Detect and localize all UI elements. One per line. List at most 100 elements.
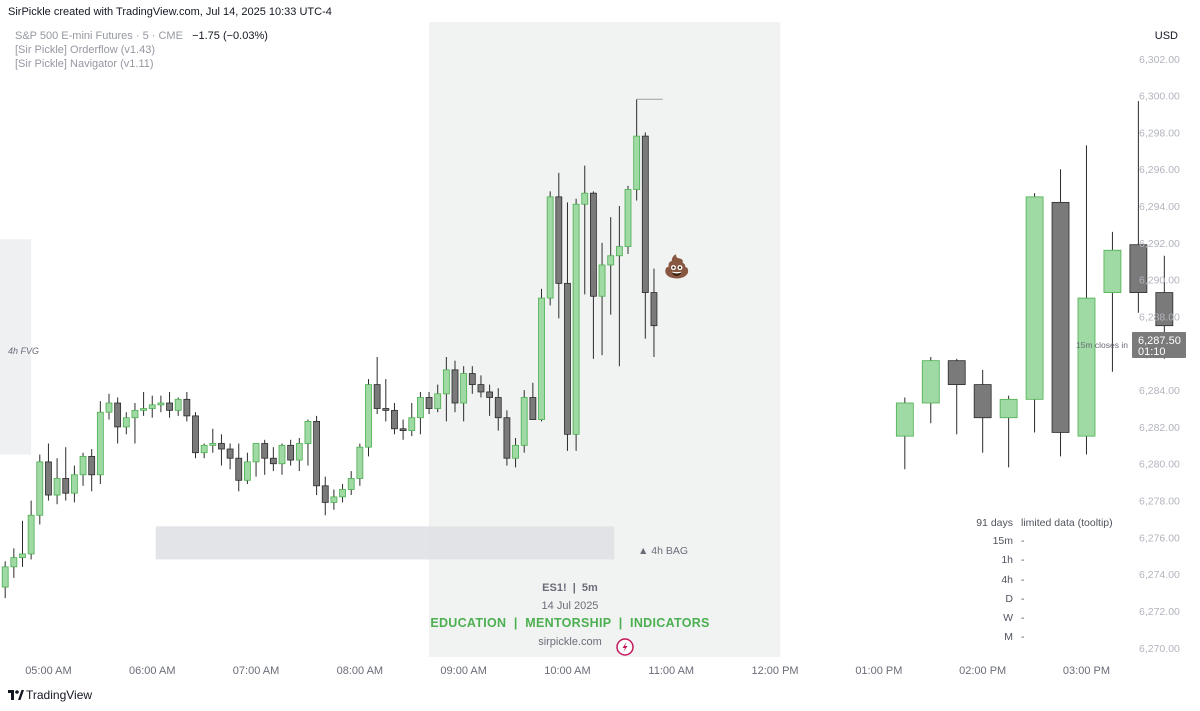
session-highlight [429,22,781,657]
five-minute-candle[interactable] [174,397,182,416]
five-minute-candle[interactable] [607,217,615,315]
five-minute-candle[interactable] [218,434,225,466]
five-minute-candle[interactable] [460,366,468,422]
five-minute-candle[interactable] [572,198,580,451]
five-minute-candle[interactable] [70,465,78,503]
five-minute-candle[interactable] [399,419,407,440]
fifteen-minute-candle[interactable] [895,397,914,470]
five-minute-candle[interactable] [235,443,243,492]
five-minute-candle[interactable] [564,202,571,451]
fifteen-minute-candle[interactable] [1103,231,1122,372]
five-minute-candle[interactable] [330,489,338,510]
five-minute-candle[interactable] [53,458,61,505]
legend-indicator-navigator[interactable]: [Sir Pickle] Navigator (v1.11) [15,58,154,70]
legend-symbol[interactable]: S&P 500 E-mini Futures · 5 · CME −1.75 (… [15,30,268,42]
fifteen-minute-candle[interactable] [1025,193,1044,433]
five-minute-candle[interactable] [321,476,329,516]
five-minute-candle[interactable] [356,443,364,486]
five-minute-candle[interactable] [209,428,217,453]
five-minute-candle[interactable] [252,443,260,477]
five-minute-candle[interactable] [62,447,70,501]
five-minute-candle[interactable] [45,443,52,501]
five-minute-candle[interactable] [391,403,398,435]
five-minute-candle[interactable] [192,412,199,459]
five-minute-candle[interactable] [200,443,208,459]
five-minute-candle[interactable] [347,471,355,496]
five-minute-candle[interactable] [105,393,113,420]
five-minute-candle[interactable] [19,520,26,567]
five-minute-candle[interactable] [538,288,545,422]
five-minute-candle[interactable] [529,382,537,420]
five-minute-candle[interactable] [451,360,459,413]
five-minute-candle[interactable] [503,410,511,466]
x-tick-label: 07:00 AM [233,665,279,677]
five-minute-candle[interactable] [546,191,554,306]
legend-indicator-orderflow[interactable]: [Sir Pickle] Orderflow (v1.43) [15,44,155,56]
five-minute-candle[interactable] [650,268,658,357]
five-minute-candle[interactable] [96,401,104,484]
fifteen-minute-candle[interactable] [1129,101,1148,313]
five-minute-candle[interactable] [261,439,269,475]
five-minute-candle[interactable] [555,172,563,319]
five-minute-candle[interactable] [581,165,589,295]
five-minute-candle[interactable] [494,388,502,431]
candle-body [391,409,398,430]
five-minute-candle[interactable] [131,403,139,444]
five-minute-candle[interactable] [278,443,286,475]
five-minute-candle[interactable] [1,561,9,599]
five-minute-candle[interactable] [486,384,494,416]
five-minute-candle[interactable] [408,403,416,437]
five-minute-candle[interactable] [140,391,147,416]
five-minute-candle[interactable] [27,500,35,560]
five-minute-candle[interactable] [373,356,381,415]
five-minute-candle[interactable] [114,397,122,444]
fifteen-minute-candle[interactable] [999,395,1018,468]
five-minute-candle[interactable] [313,415,321,496]
fifteen-minute-candle[interactable] [973,369,992,453]
five-minute-candle[interactable] [365,379,372,457]
five-minute-candle[interactable] [122,412,130,435]
five-minute-candle[interactable] [468,366,476,394]
five-minute-candle[interactable] [88,449,96,492]
five-minute-candle[interactable] [434,384,442,413]
five-minute-candle[interactable] [425,391,433,415]
five-minute-candle[interactable] [520,390,528,453]
five-minute-candle[interactable] [590,191,597,359]
five-minute-candle[interactable] [295,437,303,472]
five-minute-candle[interactable] [512,437,519,468]
five-minute-candle[interactable] [339,483,346,503]
watermark-date: 14 Jul 2025 [542,600,599,612]
five-minute-candle[interactable] [10,548,18,578]
five-minute-candle[interactable] [382,379,390,422]
five-minute-candle[interactable] [442,356,450,422]
five-minute-candle[interactable] [226,443,234,470]
five-minute-candle[interactable] [166,391,173,418]
five-minute-candle[interactable] [304,419,312,466]
candle-body [538,297,545,420]
five-minute-candle[interactable] [598,242,606,356]
fifteen-minute-candle[interactable] [1077,145,1096,455]
five-minute-candle[interactable] [417,391,424,435]
five-minute-candle[interactable] [79,452,87,486]
five-minute-candle[interactable] [243,452,251,484]
five-minute-candle[interactable] [641,132,649,339]
five-minute-candle[interactable] [148,395,156,418]
fifteen-minute-candle[interactable] [1051,169,1070,457]
five-minute-candle[interactable] [36,454,44,525]
fifteen-minute-candle[interactable] [947,358,966,435]
currency-label[interactable]: USD [1154,30,1178,42]
candle-body [365,384,372,448]
tradingview-logo[interactable]: TradingView [8,688,92,702]
five-minute-candle[interactable] [615,206,623,367]
five-minute-candle[interactable] [157,395,165,413]
five-minute-candle[interactable] [287,439,295,466]
five-minute-candle[interactable] [269,447,277,472]
five-minute-candle[interactable] [477,375,485,398]
fifteen-minute-candle[interactable] [921,356,940,424]
five-minute-candle[interactable] [624,185,632,254]
five-minute-candle[interactable] [183,391,191,422]
five-minute-candle[interactable] [633,99,641,201]
tooltip-row: D- [955,593,1113,612]
candle-body [192,415,199,454]
